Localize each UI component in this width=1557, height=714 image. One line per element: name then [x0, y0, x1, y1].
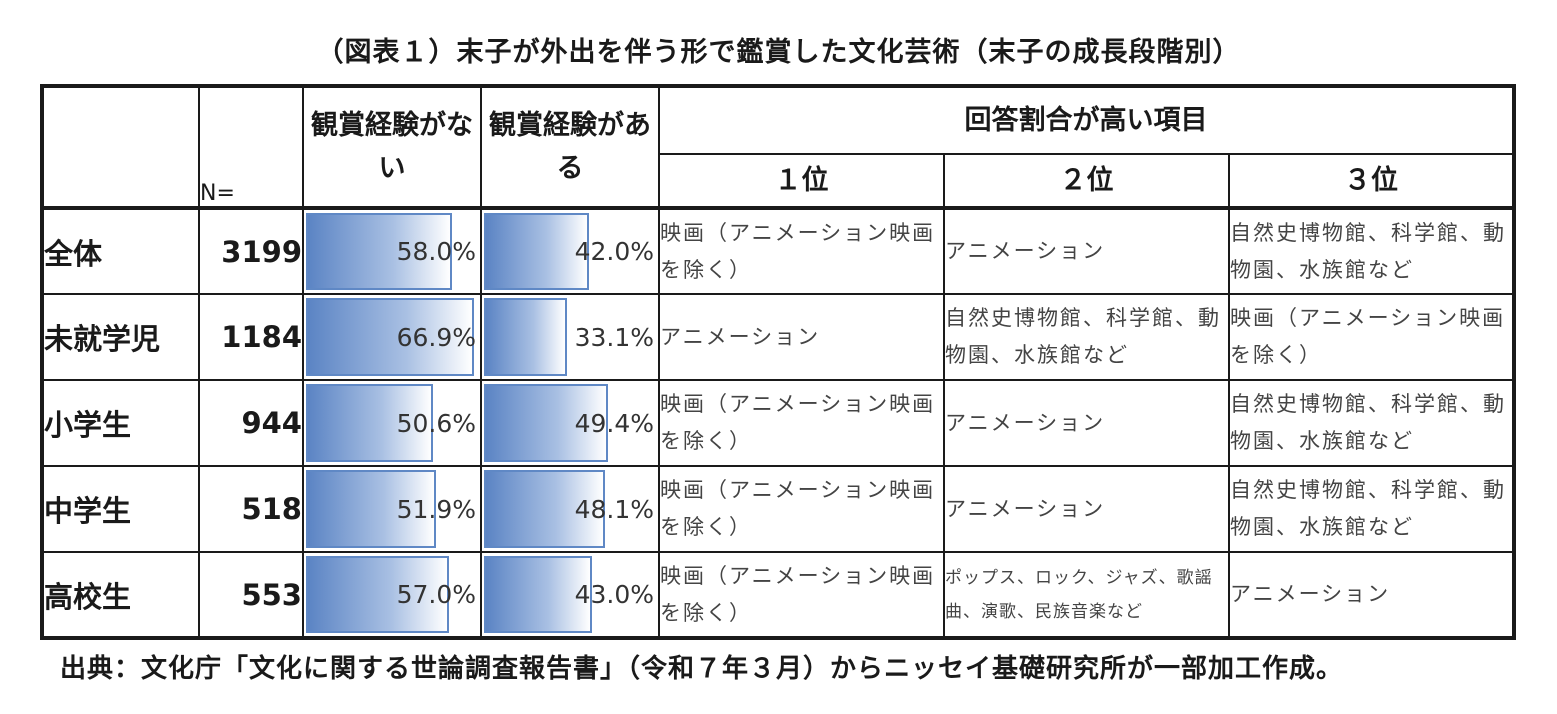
rank2-item: ポップス、ロック、ジャズ、歌謡曲、演歌、民族音楽など	[943, 551, 1230, 639]
no-experience-cell: 50.6%	[302, 379, 482, 467]
no-experience-bar	[306, 298, 474, 376]
has-experience-value: 48.1%	[574, 494, 654, 524]
rank1-item: 映画（アニメーション映画を除く）	[658, 551, 945, 639]
sample-size: 3199	[198, 206, 304, 295]
rank1-item: 映画（アニメーション映画を除く）	[658, 379, 945, 467]
has-experience-bar	[484, 470, 605, 548]
has-experience-value: 43.0%	[574, 580, 654, 609]
chart-title: （図表１）末子が外出を伴う形で鑑賞した文化芸術（末子の成長段階別）	[316, 37, 1241, 68]
no-experience-cell: 57.0%	[302, 551, 482, 639]
no-experience-cell: 51.9%	[302, 465, 482, 553]
row-label: 小学生	[41, 379, 200, 467]
has-experience-value: 42.0%	[574, 237, 654, 266]
no-experience-bar	[306, 556, 450, 633]
row-label: 未就学児	[41, 293, 200, 381]
row-label: 高校生	[41, 551, 200, 639]
source-note: 出典：文化庁「文化に関する世論調査報告書」（令和７年３月）からニッセイ基礎研究所…	[60, 654, 1344, 684]
rank3-item: 映画（アニメーション映画を除く）	[1228, 293, 1515, 381]
has-experience-cell: 43.0%	[480, 551, 660, 639]
has-experience-bar	[484, 556, 592, 633]
no-experience-value: 58.0%	[396, 237, 476, 266]
no-experience-cell: 58.0%	[302, 206, 482, 295]
has-experience-value: 33.1%	[574, 322, 654, 352]
table-row: 小学生 944 50.6% 49.4% 映画（アニメーション映画を除く） アニメーション自…	[41, 379, 1515, 467]
no-experience-bar	[306, 470, 437, 548]
rank3-item: 自然史博物館、科学館、動物園、水族館など	[1228, 465, 1515, 553]
corner-header-cell	[41, 85, 200, 209]
rank2-item: アニメーション	[943, 206, 1230, 295]
rank2-item: 自然史博物館、科学館、動物園、水族館など	[943, 293, 1230, 381]
has-experience-bar	[484, 384, 609, 462]
rank3-item: 自然史博物館、科学館、動物園、水族館など	[1228, 379, 1515, 467]
sample-size: 518	[198, 465, 304, 553]
rank3-item: アニメーション	[1228, 551, 1515, 639]
rank1-item: 映画（アニメーション映画を除く）	[658, 206, 945, 295]
has-experience-cell: 48.1%	[480, 465, 660, 553]
sample-size: 553	[198, 551, 304, 639]
table-row: 全体 3199 58.0% 42.0% 映画（アニメーション映画を除く） アニメーション自…	[41, 206, 1515, 295]
has-experience-header: 観賞経験がある	[480, 85, 660, 209]
row-label: 中学生	[41, 465, 200, 553]
has-experience-cell: 33.1%	[480, 293, 660, 381]
no-experience-header: 観賞経験がない	[302, 85, 482, 209]
has-experience-bar	[484, 298, 568, 376]
rank3-header: ３位	[1228, 153, 1515, 209]
rank2-item: アニメーション	[943, 465, 1230, 553]
rank2-header: ２位	[943, 153, 1230, 209]
top-items-header: 回答割合が高い項目	[658, 85, 1515, 155]
has-experience-value: 49.4%	[574, 408, 654, 438]
n-header: N=	[198, 85, 304, 209]
no-experience-bar	[306, 384, 434, 462]
no-experience-value: 57.0%	[396, 580, 476, 609]
no-experience-value: 50.6%	[396, 408, 476, 438]
rank1-item: アニメーション	[658, 293, 945, 381]
no-experience-cell: 66.9%	[302, 293, 482, 381]
no-experience-value: 66.9%	[396, 322, 476, 352]
rank1-header: １位	[658, 153, 945, 209]
no-experience-value: 51.9%	[396, 494, 476, 524]
sample-size: 1184	[198, 293, 304, 381]
row-label: 全体	[41, 206, 200, 295]
rank3-item: 自然史博物館、科学館、動物園、水族館など	[1228, 206, 1515, 295]
sample-size: 944	[198, 379, 304, 467]
survey-table: N= 観賞経験がない 観賞経験がある 回答割合が高い項目 １位 ２位 ３位 全体…	[40, 84, 1516, 640]
has-experience-cell: 42.0%	[480, 206, 660, 295]
no-experience-bar	[306, 213, 452, 290]
rank1-item: 映画（アニメーション映画を除く）	[658, 465, 945, 553]
table-row: 未就学児 1184 66.9% 33.1% アニメーション 自然史博物館、科学館、動物園、…	[41, 293, 1515, 381]
table-row: 中学生 518 51.9% 48.1% 映画（アニメーション映画を除く） アニメーション自…	[41, 465, 1515, 553]
rank2-item: アニメーション	[943, 379, 1230, 467]
has-experience-cell: 49.4%	[480, 379, 660, 467]
table-row: 高校生 553 57.0% 43.0% 映画（アニメーション映画を除く） ポップス、ロック…	[41, 551, 1515, 639]
has-experience-bar	[484, 213, 590, 290]
